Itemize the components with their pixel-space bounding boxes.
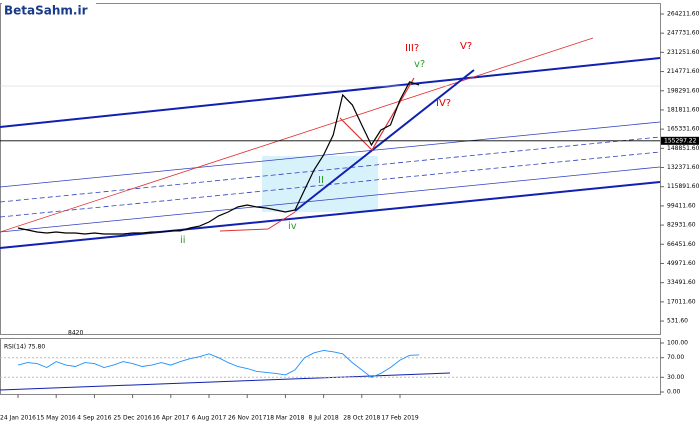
annotation: III? <box>405 43 419 54</box>
y-tick-label: 115891.60 <box>667 183 700 190</box>
last-price-label: 155297.22 <box>664 137 697 144</box>
channel-line <box>0 121 661 188</box>
x-tick-label: 26 Nov 2017 <box>228 415 267 422</box>
y-tick-label: 264211.60 <box>667 10 700 17</box>
red-line <box>0 37 594 233</box>
rsi-panel <box>0 338 661 395</box>
wave-lines <box>339 77 415 151</box>
y-tick-label: 0.00 <box>667 389 681 396</box>
series-line <box>17 81 420 235</box>
series-line <box>17 349 420 378</box>
y-tick-label: 33491.60 <box>667 279 696 286</box>
x-tick-label: 16 Apr 2017 <box>152 415 189 422</box>
annotation: V? <box>460 41 472 52</box>
watermark: BetaSahm.ir <box>4 4 88 18</box>
last-price-box <box>661 136 699 145</box>
annotation: v? <box>414 59 425 70</box>
x-tick-label: 25 Dec 2016 <box>113 415 152 422</box>
y-tick-label: 231251.60 <box>667 49 700 56</box>
y-tick-label: 198291.60 <box>667 87 700 94</box>
channel-line <box>0 166 661 233</box>
x-tick-label: 8 Jul 2018 <box>309 415 339 422</box>
x-tick-label: 24 Jan 2016 <box>0 415 36 422</box>
y-tick-label: 66451.60 <box>667 241 696 248</box>
y-tick-label: 99411.60 <box>667 202 696 209</box>
y-tick-label: 17011.60 <box>667 298 696 305</box>
x-tick-label: 18 Mar 2018 <box>266 415 304 422</box>
y-tick-label: 82931.60 <box>667 222 696 229</box>
y-tick-label: 100.00 <box>667 340 688 347</box>
x-tick-label: 17 Feb 2019 <box>381 415 419 422</box>
y-tick-label: 181811.60 <box>667 106 700 113</box>
annotation: ii <box>180 235 186 246</box>
wave-lines <box>219 211 296 232</box>
channel-line <box>0 136 661 203</box>
x-tick-label: 28 Oct 2018 <box>343 415 380 422</box>
y-tick-label: 214771.60 <box>667 68 700 75</box>
annotation: IV? <box>436 98 451 109</box>
x-tick-label: 15 May 2016 <box>37 415 76 422</box>
price-panel <box>0 3 661 335</box>
x-tick-label: 4 Sep 2016 <box>77 415 111 422</box>
rsi-title: RSI(14) 75.80 <box>4 344 45 351</box>
annotation: 8420 <box>68 330 83 337</box>
y-tick-label: 132371.60 <box>667 164 700 171</box>
y-tick-label: 531.60 <box>667 318 688 325</box>
y-tick-label: 148851.60 <box>667 145 700 152</box>
y-tick-label: 70.00 <box>667 354 684 361</box>
channel-top <box>0 57 661 128</box>
annotation: iv <box>288 221 297 232</box>
x-tick-label: 6 Aug 2017 <box>192 415 227 422</box>
zone <box>262 156 378 212</box>
annotation: II <box>318 175 324 186</box>
channel-bottom <box>0 181 661 249</box>
y-tick-label: 247731.60 <box>667 30 700 37</box>
y-tick-label: 165331.60 <box>667 126 700 133</box>
y-tick-label: 49971.60 <box>667 260 696 267</box>
logo-box <box>2 2 96 18</box>
rsi-trend <box>0 372 451 391</box>
y-tick-label: 30.00 <box>667 374 684 381</box>
